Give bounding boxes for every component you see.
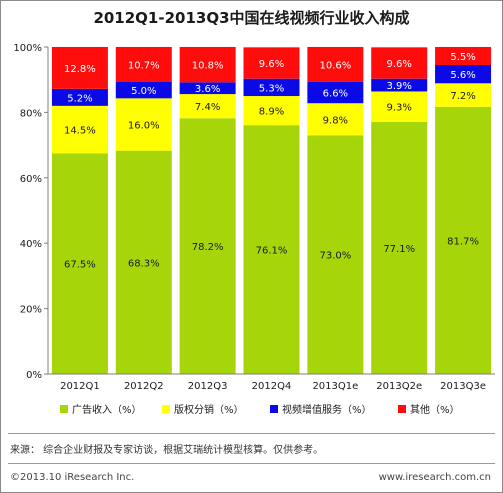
bar-segment-2013Q1e-3 — [307, 47, 364, 82]
bar-segment-2013Q2e-2 — [371, 78, 428, 92]
bar-segment-2013Q1e-0 — [307, 135, 364, 374]
value-label-2012Q4-0: 76.1% — [256, 246, 288, 257]
bar-segment-2012Q2-1 — [115, 98, 172, 151]
bar-segment-2012Q3-1 — [179, 94, 236, 119]
source-note: 来源： 综合企业财报及专家访谈，根据艾瑞统计模型核算。仅供参考。 — [10, 445, 324, 456]
legend-label-1: 版权分销（%） — [174, 403, 244, 416]
legend-label-0: 广告收入（%） — [72, 403, 142, 416]
website-text: www.iresearch.com.cn — [378, 472, 491, 483]
bar-segment-2012Q1-3 — [51, 47, 108, 89]
bar-segment-2012Q3-3 — [179, 47, 236, 83]
value-label-2013Q2e-2: 3.9% — [387, 81, 412, 92]
value-label-2012Q2-0: 68.3% — [128, 258, 160, 269]
chart-title: 2012Q1-2013Q3中国在线视频行业收入构成 — [93, 9, 410, 27]
value-label-2013Q3e-2: 5.6% — [450, 70, 475, 81]
value-label-2012Q2-2: 5.0% — [131, 86, 156, 97]
bar-segment-2012Q2-3 — [115, 47, 172, 82]
y-tick-label: 100% — [13, 43, 42, 54]
value-label-2013Q3e-3: 5.5% — [450, 52, 475, 63]
bar-segment-2012Q1-0 — [51, 153, 108, 374]
value-label-2012Q1-2: 5.2% — [67, 93, 92, 104]
x-tick-label: 2012Q2 — [124, 381, 164, 392]
y-tick-label: 80% — [20, 108, 42, 119]
value-label-2012Q2-3: 10.7% — [128, 60, 160, 71]
y-tick-label: 60% — [20, 174, 42, 185]
value-label-2012Q1-0: 67.5% — [64, 260, 96, 271]
value-label-2013Q1e-0: 73.0% — [319, 251, 351, 262]
value-label-2012Q4-2: 5.3% — [259, 83, 284, 94]
bar-segment-2012Q4-2 — [243, 78, 300, 97]
value-label-2013Q1e-1: 9.8% — [323, 115, 348, 126]
value-label-2012Q3-1: 7.4% — [195, 102, 220, 113]
value-label-2012Q4-1: 8.9% — [259, 107, 284, 118]
x-tick-label: 2012Q4 — [252, 381, 292, 392]
x-tick-label: 2012Q3 — [188, 381, 228, 392]
bar-segment-2012Q2-0 — [115, 150, 172, 374]
value-label-2013Q3e-1: 7.2% — [450, 91, 475, 102]
bar-segment-2013Q2e-1 — [371, 91, 428, 122]
legend-swatch-2 — [270, 405, 278, 413]
value-label-2012Q3-0: 78.2% — [192, 242, 224, 253]
value-label-2012Q1-3: 12.8% — [64, 64, 96, 75]
value-label-2012Q3-2: 3.6% — [195, 84, 220, 95]
bar-segment-2013Q3e-2 — [435, 64, 492, 84]
bar-segment-2012Q1-1 — [51, 105, 108, 154]
y-tick-label: 0% — [26, 370, 42, 381]
legend-label-2: 视频增值服务（%） — [282, 403, 372, 416]
x-tick-label: 2012Q1 — [60, 381, 100, 392]
bar-segment-2013Q3e-3 — [435, 47, 492, 65]
bar-segment-2012Q4-0 — [243, 125, 300, 375]
value-label-2012Q3-3: 10.8% — [192, 61, 224, 72]
bar-segment-2012Q2-2 — [115, 81, 172, 99]
bar-segment-2013Q2e-3 — [371, 47, 428, 79]
bar-segment-2012Q1-2 — [51, 88, 108, 106]
value-label-2012Q4-3: 9.6% — [259, 59, 284, 70]
y-tick-label: 20% — [20, 305, 42, 316]
bar-segment-2012Q3-0 — [179, 118, 236, 374]
bar-segment-2013Q1e-1 — [307, 103, 364, 136]
value-label-2012Q1-1: 14.5% — [64, 126, 96, 137]
bar-segment-2013Q3e-1 — [435, 83, 492, 107]
bar-segment-2013Q3e-0 — [435, 106, 492, 374]
bars-layer — [51, 47, 492, 375]
bar-segment-2013Q2e-0 — [371, 121, 428, 374]
legend: 广告收入（%） 版权分销（%） 视频增值服务（%） 其他（%） — [60, 403, 460, 416]
bar-segment-2012Q4-3 — [243, 47, 300, 79]
x-tick-label: 2013Q3e — [440, 381, 486, 392]
value-label-2013Q2e-0: 77.1% — [383, 244, 415, 255]
legend-swatch-1 — [162, 405, 170, 413]
axes-layer: 2012Q1 2012Q2 2012Q3 2012Q4 2013Q1e 2013Q2e 20… — [13, 43, 495, 392]
legend-swatch-0 — [60, 405, 68, 413]
value-label-2013Q1e-2: 6.6% — [323, 88, 348, 99]
legend-swatch-3 — [398, 405, 406, 413]
bar-segment-2013Q1e-2 — [307, 81, 364, 104]
bar-segment-2012Q4-1 — [243, 96, 300, 126]
footer-divider-top — [8, 433, 495, 434]
footer-divider-bottom — [8, 463, 495, 464]
value-label-2013Q1e-3: 10.6% — [319, 60, 351, 71]
x-tick-label: 2013Q1e — [312, 381, 358, 392]
x-tick-label: 2013Q2e — [376, 381, 422, 392]
copyright-text: ©2013.10 iResearch Inc. — [10, 472, 135, 483]
value-label-2013Q2e-1: 9.3% — [387, 103, 412, 114]
y-tick-label: 40% — [20, 239, 42, 250]
bar-segment-2012Q3-2 — [179, 82, 236, 95]
value-label-2013Q2e-3: 9.6% — [387, 59, 412, 70]
value-label-2012Q2-1: 16.0% — [128, 121, 160, 132]
legend-label-3: 其他（%） — [410, 403, 460, 416]
value-label-2013Q3e-0: 81.7% — [447, 236, 479, 247]
value-labels-layer: 67.5% 14.5% 5.2% 12.8% 68.3% 16.0% 5.0% 10.7% 78… — [64, 52, 479, 271]
